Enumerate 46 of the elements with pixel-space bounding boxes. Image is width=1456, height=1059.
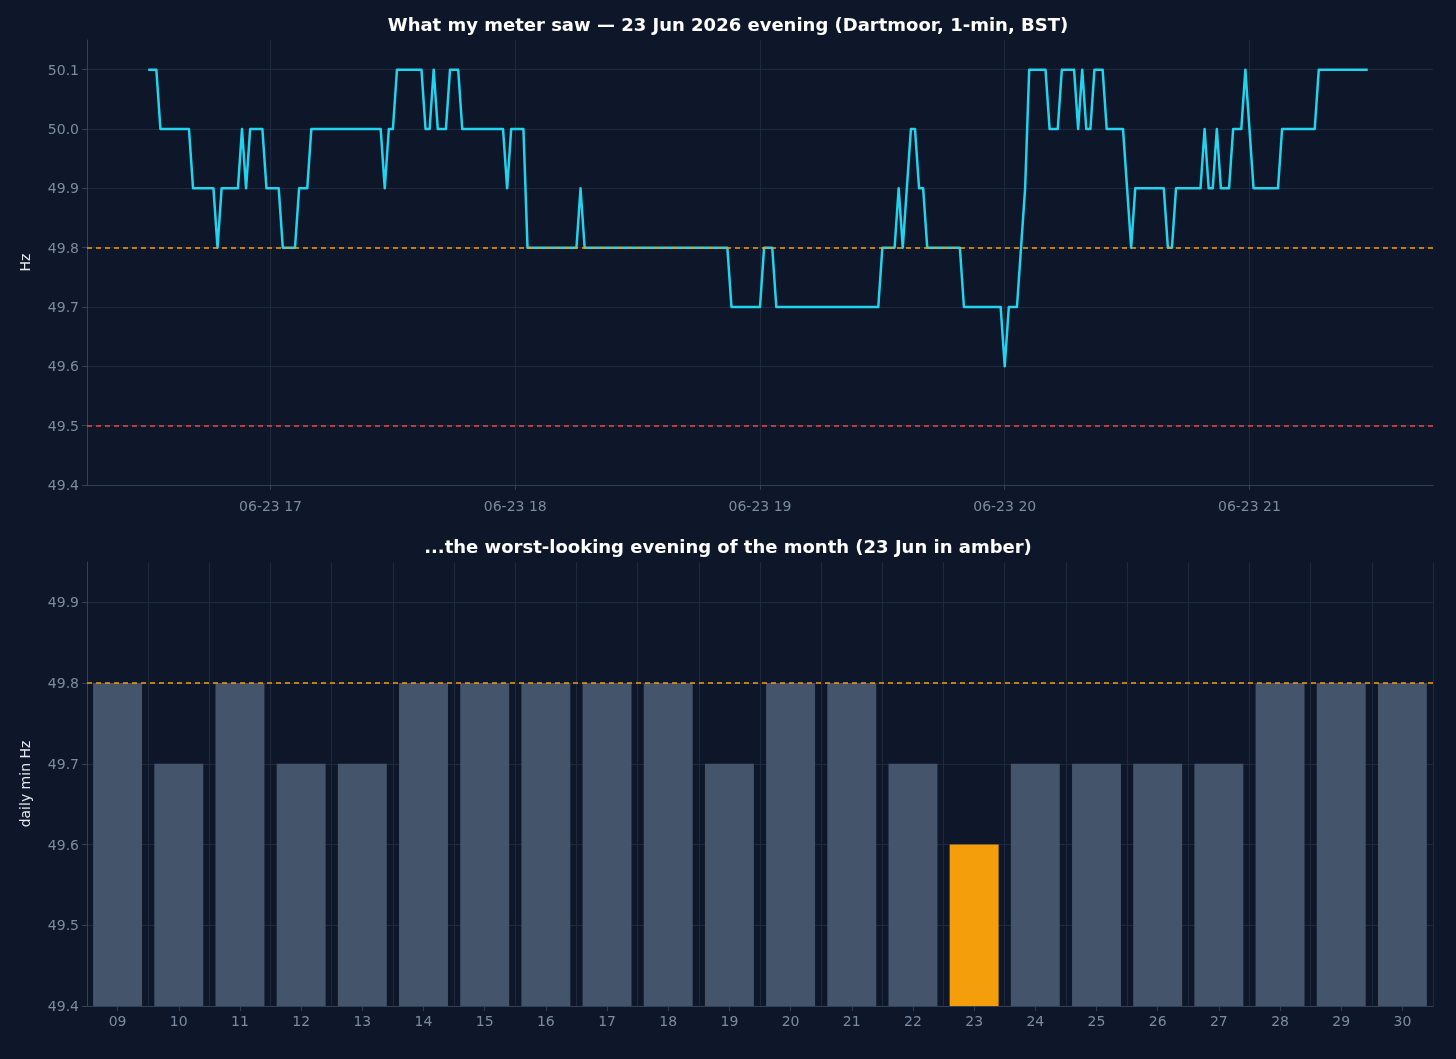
x-tick-label: 10 [169,1013,188,1029]
x-tick-label: 15 [475,1013,494,1029]
x-tick-label: 13 [353,1013,372,1029]
y-tick-label: 49.7 [47,299,79,315]
chart-title: What my meter saw — 23 Jun 2026 evening (Dartmoor, 1-min, BST) [387,13,1069,35]
x-tick-label: 06-23 17 [239,498,303,514]
y-tick-label: 50.1 [47,61,79,78]
x-tick-label: 06-23 21 [1217,498,1281,514]
x-tick-label: 06-23 18 [483,498,547,514]
y-tick-label: 49.5 [47,917,79,934]
x-tick-label: 23 [965,1013,984,1029]
x-tick-label: 22 [904,1013,922,1029]
y-tick-label: 49.4 [47,998,80,1014]
y-tick-label: 50.0 [47,121,79,137]
y-axis-title: daily min Hz [17,740,33,828]
x-tick-label: 06-23 19 [728,498,792,514]
x-tick-label: 19 [720,1013,739,1029]
line-series [146,68,1369,368]
y-tick-label: 49.8 [47,239,79,256]
x-tick-label: 27 [1209,1013,1228,1029]
chart-title: ...the worst-looking evening of the month (23 Jun in amber) [424,535,1032,557]
x-tick-label: 20 [781,1013,800,1029]
x-tick-label: 12 [292,1013,311,1029]
x-tick-label: 09 [108,1013,127,1029]
y-axis-title: Hz [17,253,33,272]
x-tick-label: 24 [1026,1013,1045,1029]
x-tick-label: 28 [1271,1013,1289,1029]
y-tick-label: 49.8 [47,675,79,692]
y-tick-label: 49.6 [47,358,80,375]
x-tick-label: 21 [842,1013,861,1029]
y-tick-label: 49.7 [47,755,79,772]
x-tick-label: 11 [231,1013,249,1029]
x-tick-label: 25 [1087,1013,1106,1029]
y-tick-label: 49.9 [47,180,79,197]
x-tick-label: 26 [1148,1013,1167,1029]
y-tick-label: 49.4 [47,477,80,493]
x-tick-label: 06-23 20 [973,498,1037,514]
x-tick-label: 16 [536,1013,555,1029]
x-tick-label: 29 [1332,1013,1351,1029]
y-tick-label: 49.9 [47,594,79,611]
y-tick-label: 49.6 [47,836,80,853]
x-tick-label: 17 [598,1013,616,1029]
y-tick-label: 49.5 [47,417,79,434]
x-tick-label: 14 [414,1013,433,1029]
x-tick-label: 18 [659,1013,678,1029]
x-tick-label: 30 [1393,1013,1412,1029]
